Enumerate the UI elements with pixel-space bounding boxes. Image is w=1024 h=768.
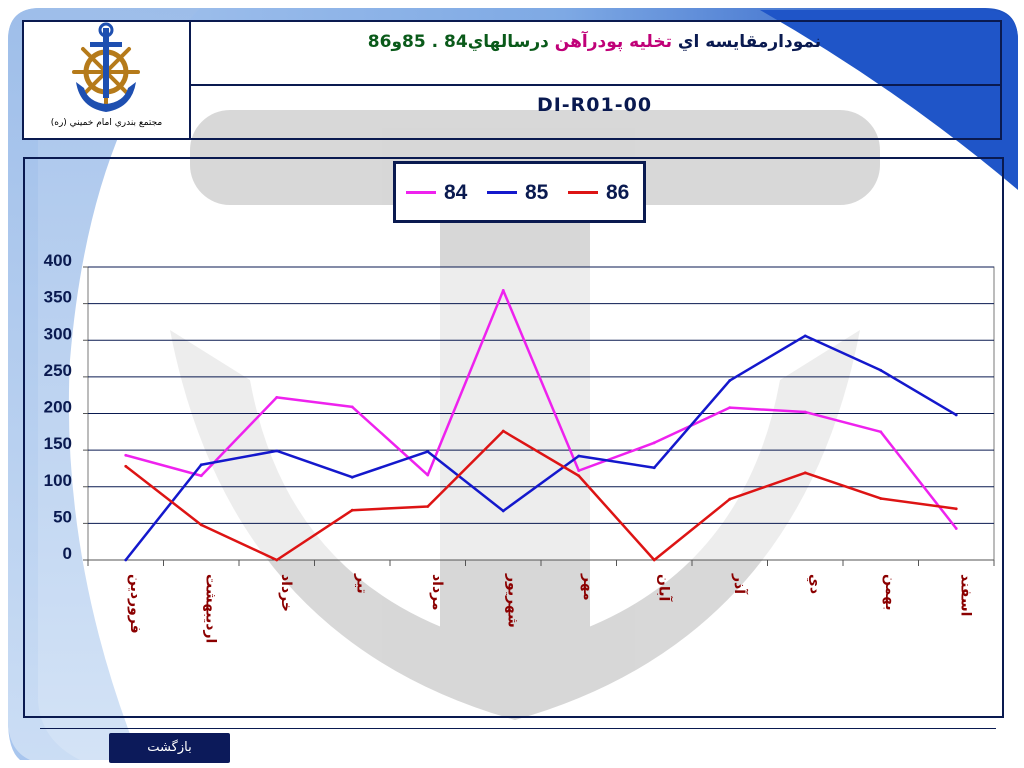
data-point-86: [124, 464, 128, 468]
x-category-label: خرداد: [278, 574, 294, 612]
footer-divider: [40, 728, 996, 729]
right-wave: [760, 10, 1018, 190]
logo-cell: مجتمع بندري امام خميني (ره): [24, 22, 191, 138]
x-category-label: آذر: [731, 573, 749, 595]
data-point-86: [803, 471, 807, 475]
data-point-86: [954, 507, 958, 511]
data-point-84: [275, 395, 279, 399]
y-tick-label: 200: [44, 398, 72, 417]
x-category-label: فروردين: [127, 574, 143, 634]
data-point-86: [199, 523, 203, 527]
data-point-85: [426, 450, 430, 453]
y-tick-label: 0: [63, 544, 72, 563]
data-point-85: [124, 558, 128, 562]
title-part: درسالهاي84 . 85و86: [367, 32, 549, 52]
y-tick-label: 250: [44, 361, 72, 380]
data-point-84: [426, 473, 430, 477]
y-tick-label: 400: [44, 251, 72, 270]
data-point-85: [652, 466, 656, 470]
series-line-86: [124, 429, 957, 562]
y-tick-label: 100: [44, 471, 72, 490]
page-title: نمودارمقايسه اي تخليه پودرآهن درسالهاي84…: [189, 32, 1000, 52]
title-part: نمودارمقايسه اي: [672, 32, 822, 52]
data-point-85: [275, 449, 279, 453]
data-point-85: [199, 463, 203, 467]
logo-caption: مجتمع بندري امام خميني (ره): [50, 118, 163, 128]
x-category-label: اسفند: [957, 574, 973, 616]
chart-legend: 84 85 86: [393, 161, 646, 223]
anchor-wheel-logo-icon: [72, 22, 140, 112]
left-wave: [8, 8, 200, 760]
x-category-label: آبان: [655, 574, 673, 602]
x-category-label: شهريور: [504, 573, 520, 628]
data-point-85: [803, 334, 807, 338]
legend-label: 85: [525, 181, 549, 204]
legend-swatch: [406, 191, 436, 194]
data-point-85: [501, 509, 505, 513]
data-point-86: [652, 558, 656, 562]
data-point-85: [728, 379, 732, 382]
data-point-84: [879, 430, 883, 434]
x-category-label: تير: [353, 573, 369, 594]
data-point-86: [426, 505, 430, 508]
x-category-label: بهمن: [882, 574, 898, 610]
legend-swatch: [568, 191, 598, 194]
document-code: DI-R01-00: [536, 94, 653, 116]
y-tick-label: 150: [44, 434, 72, 453]
legend-label: 84: [444, 181, 468, 204]
legend-label: 86: [606, 181, 630, 204]
data-point-86: [728, 497, 732, 501]
data-point-84: [124, 453, 128, 457]
title-cell: نمودارمقايسه اي تخليه پودرآهن درسالهاي84…: [189, 22, 1000, 86]
title-part: تخليه پودرآهن: [548, 32, 673, 52]
data-point-86: [350, 508, 354, 512]
x-category-label: مهر: [580, 573, 596, 601]
data-point-84: [350, 405, 354, 409]
data-point-85: [577, 454, 581, 458]
data-point-84: [652, 441, 656, 445]
x-category-label: مرداد: [429, 574, 445, 611]
data-point-84: [199, 474, 203, 478]
series-line-84: [125, 289, 958, 530]
data-point-85: [954, 413, 958, 417]
data-point-84: [501, 289, 505, 292]
data-point-86: [275, 558, 279, 562]
y-tick-label: 300: [44, 324, 72, 343]
data-point-86: [577, 474, 581, 478]
data-point-86: [879, 497, 883, 500]
y-tick-label: 50: [53, 507, 72, 526]
data-point-86: [501, 429, 505, 433]
data-point-84: [954, 527, 958, 530]
y-tick-label: 350: [44, 288, 72, 307]
data-point-85: [879, 368, 883, 372]
series-line-85: [124, 334, 957, 561]
data-point-84: [577, 469, 581, 473]
x-category-label: دي: [805, 574, 822, 594]
header-table: مجتمع بندري امام خميني (ره) نمودارمقايسه…: [22, 20, 1002, 140]
legend-swatch: [487, 191, 517, 194]
data-point-84: [803, 410, 807, 414]
chart-frame: [23, 157, 1004, 718]
data-point-84: [728, 406, 732, 410]
data-point-85: [350, 475, 354, 479]
back-button[interactable]: بازگشت: [109, 733, 230, 763]
x-category-label: ارديبهشت: [202, 574, 218, 643]
